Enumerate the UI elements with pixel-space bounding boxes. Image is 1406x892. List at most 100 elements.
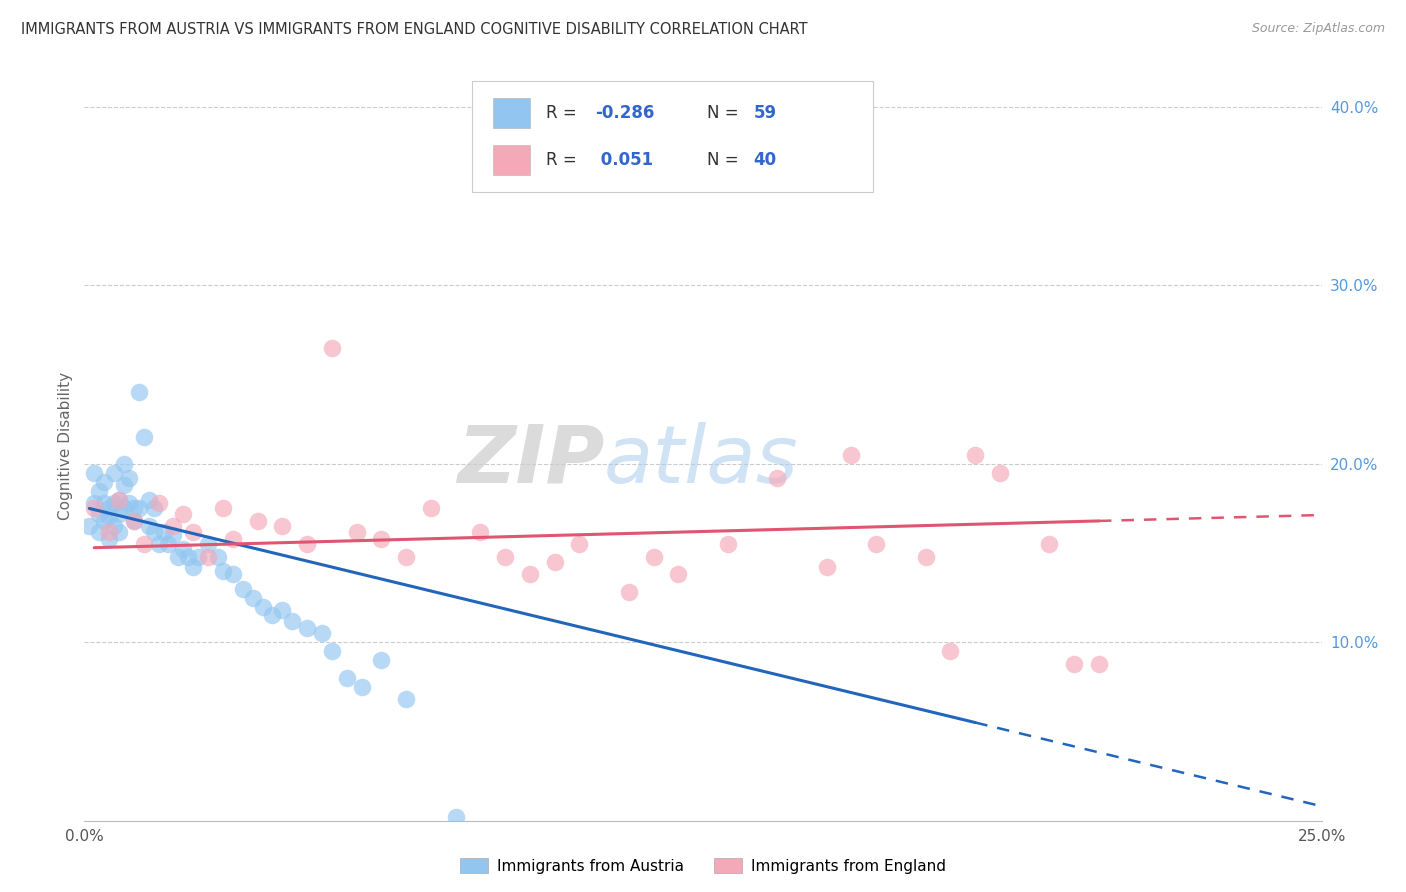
- Point: [370, 653, 392, 667]
- Point: [370, 532, 392, 546]
- Point: [89, 483, 111, 498]
- Point: [914, 549, 936, 564]
- FancyBboxPatch shape: [492, 98, 530, 128]
- Point: [321, 341, 343, 355]
- Text: 0.051: 0.051: [595, 151, 654, 169]
- Point: [717, 537, 740, 551]
- Point: [177, 549, 200, 564]
- Point: [108, 492, 131, 507]
- Point: [494, 549, 516, 564]
- Point: [766, 471, 789, 485]
- Point: [666, 567, 689, 582]
- Point: [346, 524, 368, 539]
- Point: [172, 542, 194, 557]
- Point: [83, 496, 105, 510]
- Point: [865, 537, 887, 551]
- Text: N =: N =: [707, 104, 744, 122]
- Point: [122, 514, 145, 528]
- Point: [281, 614, 304, 628]
- Point: [132, 430, 155, 444]
- FancyBboxPatch shape: [471, 81, 873, 192]
- Point: [444, 810, 467, 824]
- Point: [162, 528, 184, 542]
- Point: [103, 466, 125, 480]
- Text: -0.286: -0.286: [595, 104, 655, 122]
- Text: atlas: atlas: [605, 422, 799, 500]
- Point: [128, 501, 150, 516]
- Point: [93, 514, 115, 528]
- Point: [118, 496, 141, 510]
- Point: [197, 549, 219, 564]
- Point: [222, 567, 245, 582]
- Point: [167, 549, 190, 564]
- Point: [152, 524, 174, 539]
- Point: [112, 501, 135, 516]
- Point: [142, 501, 165, 516]
- Point: [98, 510, 121, 524]
- Point: [128, 385, 150, 400]
- Point: [222, 532, 245, 546]
- Point: [643, 549, 665, 564]
- Point: [815, 560, 838, 574]
- Point: [271, 603, 294, 617]
- Point: [103, 496, 125, 510]
- Point: [181, 524, 204, 539]
- Point: [350, 680, 373, 694]
- Point: [395, 549, 418, 564]
- Point: [519, 567, 541, 582]
- Point: [1088, 657, 1111, 671]
- Point: [295, 537, 318, 551]
- Point: [470, 524, 492, 539]
- Point: [1063, 657, 1085, 671]
- Point: [89, 507, 111, 521]
- Point: [108, 492, 131, 507]
- Point: [142, 524, 165, 539]
- Point: [138, 492, 160, 507]
- Point: [122, 514, 145, 528]
- Point: [207, 549, 229, 564]
- Y-axis label: Cognitive Disability: Cognitive Disability: [58, 372, 73, 520]
- Point: [138, 519, 160, 533]
- Point: [262, 608, 284, 623]
- Point: [98, 524, 121, 539]
- Point: [212, 501, 235, 516]
- Text: R =: R =: [546, 151, 582, 169]
- Text: 59: 59: [754, 104, 778, 122]
- Point: [252, 599, 274, 614]
- Legend: Immigrants from Austria, Immigrants from England: Immigrants from Austria, Immigrants from…: [454, 852, 952, 880]
- Point: [148, 496, 170, 510]
- FancyBboxPatch shape: [492, 145, 530, 175]
- Point: [98, 501, 121, 516]
- Point: [89, 524, 111, 539]
- Point: [212, 564, 235, 578]
- Point: [148, 537, 170, 551]
- Point: [197, 537, 219, 551]
- Point: [162, 519, 184, 533]
- Text: ZIP: ZIP: [457, 422, 605, 500]
- Point: [1038, 537, 1060, 551]
- Point: [83, 466, 105, 480]
- Point: [79, 519, 101, 533]
- Point: [271, 519, 294, 533]
- Point: [83, 501, 105, 516]
- Point: [321, 644, 343, 658]
- Point: [112, 478, 135, 492]
- Point: [98, 532, 121, 546]
- Point: [132, 537, 155, 551]
- Point: [841, 448, 863, 462]
- Point: [108, 507, 131, 521]
- Point: [93, 496, 115, 510]
- Point: [988, 466, 1011, 480]
- Text: N =: N =: [707, 151, 744, 169]
- Point: [395, 692, 418, 706]
- Text: R =: R =: [546, 104, 582, 122]
- Point: [336, 671, 359, 685]
- Point: [118, 471, 141, 485]
- Point: [568, 537, 591, 551]
- Point: [295, 621, 318, 635]
- Point: [232, 582, 254, 596]
- Point: [242, 591, 264, 605]
- Point: [112, 457, 135, 471]
- Text: IMMIGRANTS FROM AUSTRIA VS IMMIGRANTS FROM ENGLAND COGNITIVE DISABILITY CORRELAT: IMMIGRANTS FROM AUSTRIA VS IMMIGRANTS FR…: [21, 22, 807, 37]
- Point: [939, 644, 962, 658]
